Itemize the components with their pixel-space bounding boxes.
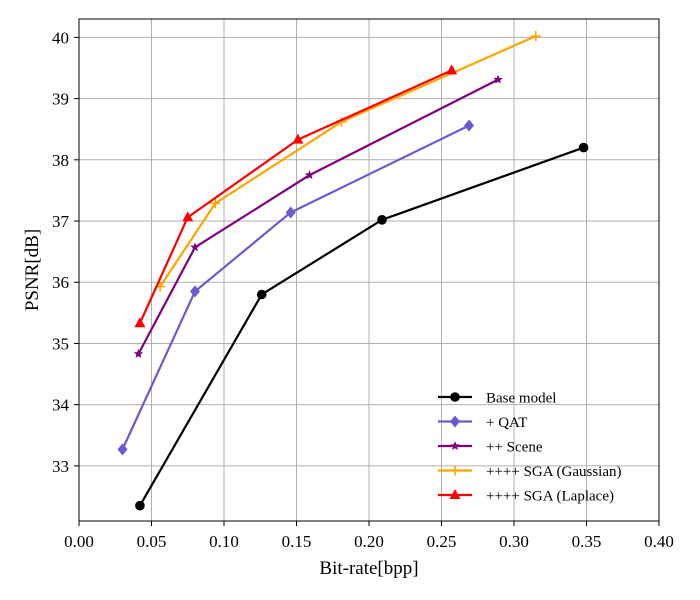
data-point — [117, 443, 128, 456]
x-axis-label: Bit-rate[bpp] — [319, 558, 418, 579]
legend-marker — [450, 392, 460, 402]
data-point — [134, 317, 146, 328]
legend-label: + QAT — [486, 415, 527, 431]
legend-item: ++++ SGA (Gaussian) — [438, 464, 622, 480]
series-1 — [117, 119, 475, 456]
legend-item: ++++ SGA (Laplace) — [438, 489, 614, 505]
x-tick-label: 0.20 — [354, 532, 384, 551]
series-line — [138, 146, 584, 507]
grid — [78, 19, 660, 521]
data-point — [133, 348, 144, 358]
series-line — [121, 124, 470, 450]
legend-marker — [449, 489, 461, 499]
data-point — [190, 242, 200, 252]
data-point — [135, 500, 145, 511]
series-layer — [117, 31, 589, 511]
data-point — [304, 170, 315, 180]
x-tick-label: 0.15 — [282, 532, 312, 551]
y-tick-label: 37 — [52, 212, 70, 231]
x-tick-label: 0.25 — [427, 532, 457, 551]
legend-item: Base model — [438, 391, 556, 407]
data-point — [182, 211, 194, 222]
data-point — [210, 198, 221, 209]
series-line — [137, 78, 499, 355]
y-tick-label: 39 — [52, 90, 69, 109]
y-tick-label: 34 — [52, 396, 70, 415]
data-point — [446, 64, 458, 75]
y-tick-label: 33 — [52, 457, 69, 476]
y-tick-label: 40 — [52, 28, 69, 47]
legend: Base model + QAT ++ Scene ++++ SGA (Gaussia… — [438, 391, 622, 505]
legend-label: ++++ SGA (Laplace) — [486, 489, 614, 505]
series-4 — [134, 64, 458, 328]
y-tick-label: 38 — [52, 151, 69, 170]
y-tick-label: 35 — [52, 334, 69, 353]
x-tick-label: 0.35 — [572, 532, 602, 551]
data-point — [493, 74, 503, 84]
data-point — [190, 285, 200, 298]
data-point — [285, 206, 296, 219]
data-point — [578, 142, 589, 153]
y-axis-label: PSNR[dB] — [22, 229, 43, 311]
data-point — [377, 215, 387, 225]
x-tick-label: 0.40 — [644, 532, 674, 551]
data-point — [292, 133, 304, 144]
legend-item: + QAT — [438, 415, 527, 431]
data-point — [256, 289, 267, 300]
x-tick-label: 0.10 — [209, 532, 239, 551]
x-tick-label: 0.00 — [64, 532, 94, 551]
data-point — [464, 119, 475, 132]
series-0 — [135, 142, 589, 511]
series-line — [159, 35, 537, 288]
series-2 — [133, 74, 503, 358]
legend-marker — [450, 441, 460, 451]
series-line — [138, 69, 453, 324]
legend-marker — [450, 415, 460, 428]
series-3 — [155, 31, 541, 292]
ticks: 0.00 0.05 0.10 0.15 0.20 0.25 0.30 0.35 0.40 33 34… — [52, 28, 674, 551]
data-point — [530, 31, 541, 42]
y-tick-label: 36 — [52, 273, 69, 292]
legend-label: ++++ SGA (Gaussian) — [486, 464, 622, 480]
x-tick-label: 0.05 — [137, 532, 167, 551]
legend-item: ++ Scene — [438, 440, 543, 456]
legend-label: ++ Scene — [486, 440, 543, 456]
legend-label: Base model — [486, 391, 556, 407]
x-tick-label: 0.30 — [499, 532, 529, 551]
legend-marker — [450, 465, 460, 476]
